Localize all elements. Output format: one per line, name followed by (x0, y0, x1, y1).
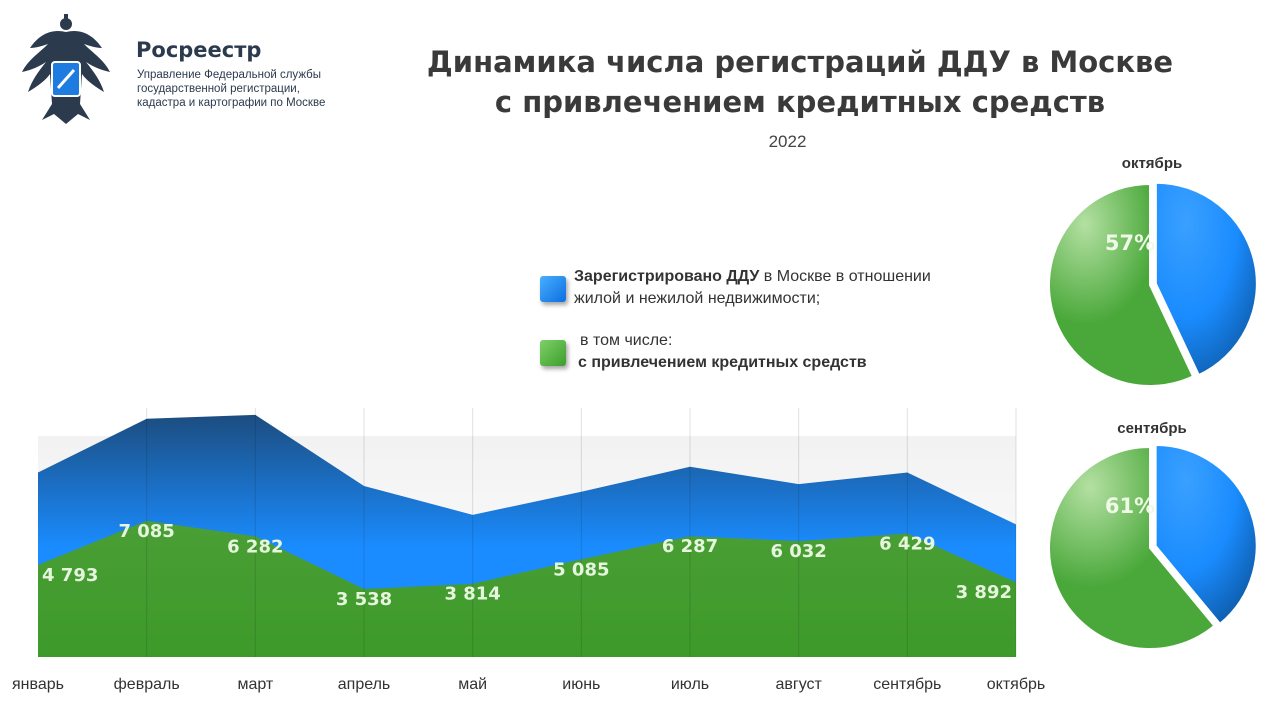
legend-item-credit: в том числе: с привлечением кредитных ср… (540, 330, 1000, 378)
area-series-credit (38, 520, 1016, 657)
data-label: 3 814 (444, 584, 500, 605)
x-tick-label: апрель (338, 676, 391, 693)
legend-swatch-green (540, 340, 566, 366)
pie-title-october: октябрь (1121, 155, 1183, 172)
legend-total-rest: в Москве в отношении (759, 268, 931, 285)
x-tick-label: август (775, 676, 822, 693)
x-tick-label: июль (671, 676, 709, 693)
org-desc-line: Управление Федеральной службы (137, 69, 321, 81)
pie-slice-credit (1048, 445, 1216, 650)
data-label: 6 032 (770, 541, 826, 562)
x-tick-label: февраль (114, 676, 180, 693)
pie-slice-credit (1048, 182, 1195, 387)
x-tick-label: октябрь (987, 676, 1045, 693)
data-label: 6 429 (879, 533, 935, 554)
data-label: 3 538 (336, 589, 392, 610)
pie-percent-label: 61% (1105, 494, 1155, 518)
org-name: Росреестр (136, 38, 262, 62)
data-label: 7 085 (118, 521, 174, 542)
legend-credit-line1: в том числе: (580, 332, 673, 349)
legend-item-total: Зарегистрировано ДДУ в Москве в отношени… (540, 266, 1000, 314)
pie-slice-total (1154, 181, 1258, 377)
x-tick-label: июнь (562, 676, 600, 693)
org-desc-line: государственной регистрации, (137, 83, 300, 95)
pie-percent-label: 57% (1105, 231, 1155, 255)
x-tick-label: январь (12, 676, 64, 693)
x-tick-label: май (458, 676, 487, 693)
pie-title-september: сентябрь (1117, 420, 1187, 437)
page-title: Динамика числа регистраций ДДУ в Москве … (380, 42, 1220, 122)
pie-chart-october: 57% (1048, 181, 1258, 387)
data-label: 3 892 (956, 582, 1012, 603)
org-description: Управление Федеральной службы государств… (137, 68, 357, 110)
legend-total-line2: жилой и нежилой недвижимости; (574, 290, 821, 307)
data-label: 4 793 (42, 565, 98, 586)
x-tick-label: март (237, 676, 273, 693)
area-chart: 4 793 7 085 6 282 3 538 3 814 5 085 6 287 6 032… (12, 408, 1045, 693)
data-label: 6 282 (227, 536, 283, 557)
title-line-1: Динамика числа регистраций ДДУ в Москве (426, 45, 1174, 79)
chart-legend: Зарегистрировано ДДУ в Москве в отношени… (540, 266, 1000, 394)
pie-slice-total (1154, 443, 1258, 626)
x-tick-label: сентябрь (873, 676, 941, 693)
legend-swatch-blue (540, 276, 566, 302)
year-label: 2022 (768, 132, 807, 151)
rosreestr-eagle-logo (22, 14, 110, 125)
pie-chart-september: 61% (1048, 443, 1258, 650)
legend-total-bold: Зарегистрировано ДДУ (574, 268, 760, 285)
org-desc-line: кадастра и картографии по Москве (137, 97, 326, 109)
title-line-2: с привлечением кредитных средств (494, 85, 1106, 119)
legend-credit-line2: с привлечением кредитных средств (578, 354, 867, 371)
data-label: 6 287 (662, 536, 718, 557)
data-label: 5 085 (553, 559, 609, 580)
